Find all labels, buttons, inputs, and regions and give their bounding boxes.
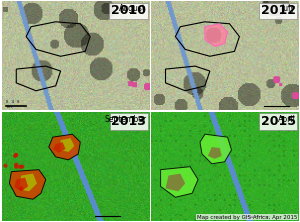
Polygon shape — [9, 170, 46, 199]
Text: 2013: 2013 — [111, 115, 146, 128]
Text: 2012: 2012 — [260, 4, 296, 17]
Circle shape — [15, 153, 18, 156]
Circle shape — [20, 187, 23, 190]
Text: km: km — [6, 105, 12, 109]
Circle shape — [19, 165, 22, 168]
Text: Map created by GIS-Africa, Apr 2015: Map created by GIS-Africa, Apr 2015 — [196, 215, 297, 220]
Text: July: July — [282, 4, 296, 24]
Circle shape — [4, 164, 7, 167]
Circle shape — [14, 154, 17, 157]
Text: 2015: 2015 — [260, 115, 296, 128]
Text: 0   4   8: 0 4 8 — [6, 100, 20, 104]
Polygon shape — [200, 134, 232, 164]
Circle shape — [15, 165, 18, 168]
Polygon shape — [49, 134, 80, 160]
Circle shape — [21, 165, 24, 168]
Text: 2010: 2010 — [111, 4, 146, 17]
Text: April: April — [278, 115, 296, 134]
Polygon shape — [14, 178, 28, 191]
Polygon shape — [61, 138, 74, 152]
Polygon shape — [205, 24, 228, 46]
Polygon shape — [166, 174, 185, 191]
Text: August: August — [119, 4, 146, 24]
Polygon shape — [160, 167, 198, 197]
Polygon shape — [19, 174, 37, 191]
Circle shape — [15, 163, 18, 166]
Polygon shape — [53, 142, 65, 153]
Text: September: September — [104, 115, 146, 134]
Polygon shape — [208, 147, 222, 159]
